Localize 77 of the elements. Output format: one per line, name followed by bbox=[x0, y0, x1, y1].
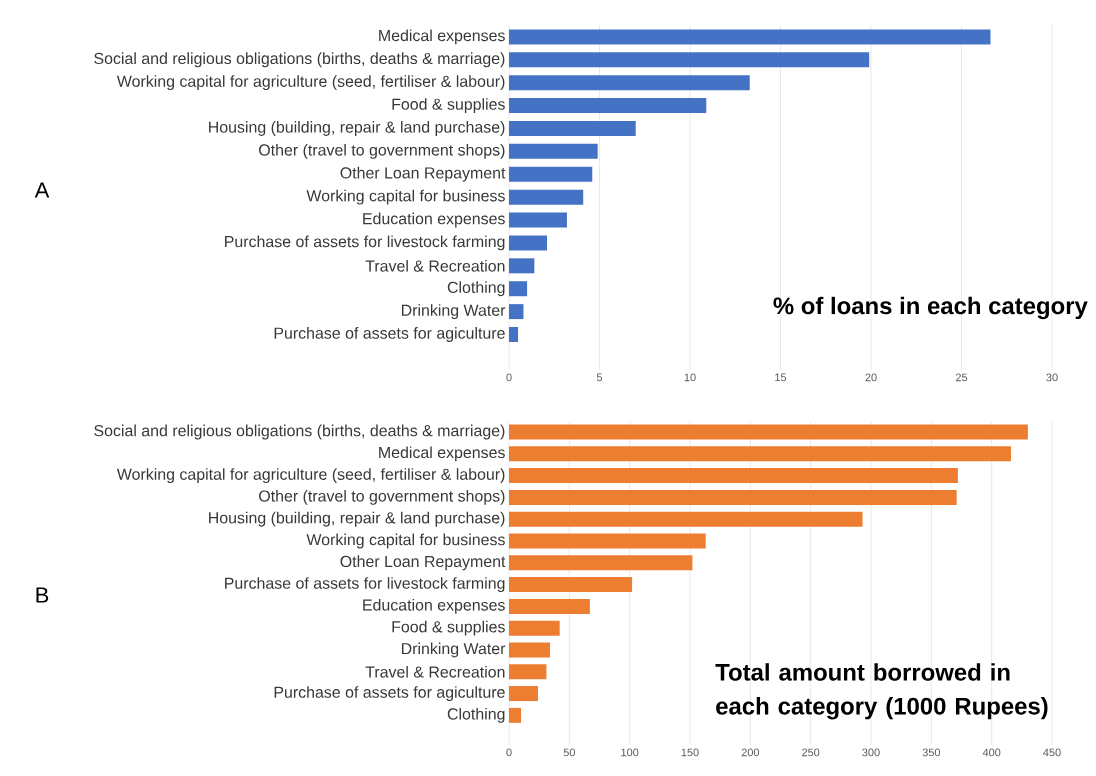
y-tick-label: Food & supplies bbox=[392, 98, 505, 114]
text: % of loans in each category bbox=[773, 296, 1088, 320]
x-tick-label: 100 bbox=[621, 748, 639, 757]
bar bbox=[509, 577, 633, 593]
x-tick-label: 0 bbox=[506, 748, 512, 757]
x-tick-label: 250 bbox=[802, 748, 820, 757]
y-tick-label: Drinking Water bbox=[401, 304, 506, 320]
x-tick-label: 20 bbox=[865, 373, 877, 382]
x-tick-label: 200 bbox=[741, 748, 760, 757]
bar bbox=[509, 29, 991, 45]
bar bbox=[509, 707, 522, 723]
text: Total amount borrowed in each category (1000 Rupees) bbox=[715, 663, 1048, 720]
x-tick-label: 25 bbox=[955, 373, 968, 382]
bar bbox=[509, 166, 593, 182]
x-tick-label: 50 bbox=[563, 748, 575, 757]
y-tick-label: Housing (building, repair & land purchase) bbox=[209, 121, 505, 136]
bar bbox=[509, 143, 598, 159]
x-tick-label: 150 bbox=[681, 748, 699, 757]
bar bbox=[509, 686, 538, 702]
x-tick-label: 350 bbox=[922, 748, 941, 757]
bar bbox=[509, 52, 870, 68]
y-tick-label: Other Loan Repayment bbox=[340, 166, 506, 182]
y-tick-label: Working capital for business bbox=[306, 189, 505, 205]
bar bbox=[509, 98, 707, 114]
y-tick-label: Other (travel to government shops) bbox=[259, 489, 505, 505]
y-tick-label: Clothing bbox=[447, 281, 505, 297]
x-tick-label: 30 bbox=[1046, 373, 1058, 382]
text: A bbox=[34, 182, 50, 198]
bar bbox=[509, 489, 957, 505]
text: B bbox=[36, 587, 49, 603]
y-tick-label: Working capital for business bbox=[306, 533, 505, 549]
bar bbox=[509, 120, 636, 136]
bar bbox=[509, 468, 958, 484]
y-tick-label: Social and religious obligations (births, deaths & marriage) bbox=[94, 424, 505, 440]
bar bbox=[509, 555, 693, 571]
bar bbox=[509, 189, 584, 205]
x-tick-label: 5 bbox=[596, 373, 603, 382]
y-tick-label: Education expenses bbox=[363, 212, 505, 228]
y-tick-label: Drinking Water bbox=[401, 642, 506, 658]
bar bbox=[509, 258, 535, 274]
y-tick-label: Education expenses bbox=[363, 598, 505, 614]
bar bbox=[509, 304, 524, 320]
y-tick-label: Medical expenses bbox=[379, 29, 505, 45]
x-tick-label: 15 bbox=[775, 373, 787, 382]
x-tick-label: 0 bbox=[506, 373, 512, 382]
y-tick-label: Purchase of assets for agiculture bbox=[274, 686, 505, 701]
y-tick-label: Clothing bbox=[447, 707, 505, 723]
y-tick-label: Housing (building, repair & land purchase) bbox=[209, 511, 505, 527]
x-tick-label: 450 bbox=[1043, 748, 1061, 757]
bar bbox=[509, 620, 560, 636]
x-tick-label: 400 bbox=[982, 748, 1001, 757]
bar bbox=[509, 598, 590, 614]
bar bbox=[509, 511, 863, 527]
bar bbox=[509, 235, 548, 251]
bar bbox=[509, 212, 567, 228]
y-tick-label: Food & supplies bbox=[392, 620, 505, 636]
y-tick-label: Other (travel to government shops) bbox=[259, 143, 505, 159]
y-tick-label: Travel & Recreation bbox=[365, 665, 505, 678]
bar bbox=[509, 281, 528, 297]
x-tick-label: 300 bbox=[862, 748, 880, 757]
bar bbox=[509, 642, 551, 658]
y-tick-label: Travel & Recreation bbox=[365, 259, 505, 272]
y-tick-label: Purchase of assets for livestock farming bbox=[225, 235, 505, 251]
y-tick-label: Purchase of assets for agiculture bbox=[274, 327, 505, 342]
bar bbox=[509, 75, 750, 91]
bar bbox=[509, 327, 519, 343]
y-tick-label: Working capital for agriculture (seed, fertiliser & labour) bbox=[116, 75, 505, 91]
y-tick-label: Social and religious obligations (births, deaths & marriage) bbox=[94, 52, 505, 68]
y-tick-label: Other Loan Repayment bbox=[340, 555, 506, 571]
y-tick-label: Medical expenses bbox=[379, 446, 505, 462]
y-tick-label: Working capital for agriculture (seed, fertiliser & labour) bbox=[116, 468, 505, 484]
y-tick-label: Purchase of assets for livestock farming bbox=[225, 577, 505, 593]
x-tick-label: 10 bbox=[684, 373, 696, 382]
bar bbox=[509, 664, 547, 680]
bar bbox=[509, 533, 706, 549]
bar bbox=[509, 424, 1028, 440]
bar bbox=[509, 446, 1011, 462]
